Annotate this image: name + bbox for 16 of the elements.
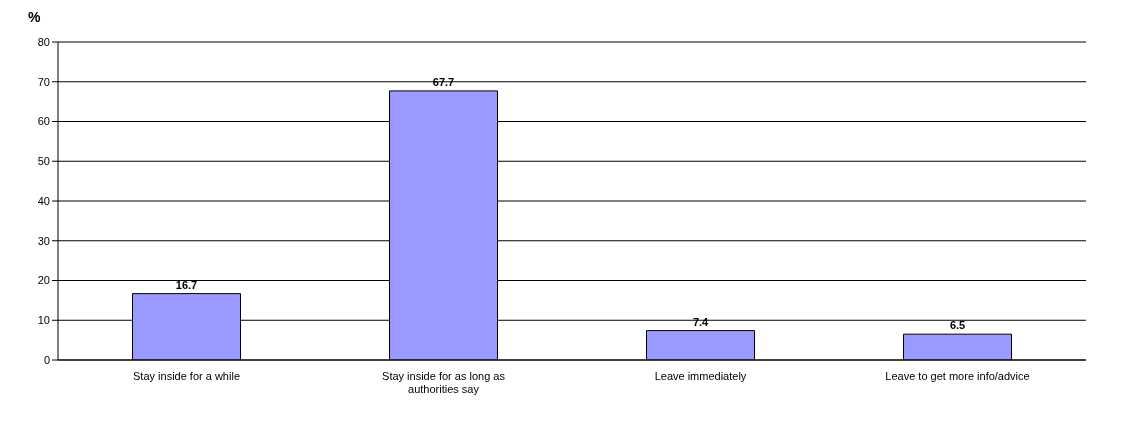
x-tick-label: Leave immediately bbox=[654, 370, 747, 382]
data-label: 16.7 bbox=[175, 278, 198, 291]
y-tick-label: 40 bbox=[37, 194, 50, 207]
y-tick-label: 30 bbox=[37, 234, 50, 247]
y-tick-label: 70 bbox=[37, 75, 50, 88]
x-tick-label: Stay inside for as long as authorities say bbox=[382, 370, 506, 395]
y-tick-label: 50 bbox=[37, 155, 50, 168]
y-tick-label: 10 bbox=[37, 314, 50, 327]
y-tick-label: 80 bbox=[37, 35, 50, 48]
x-tick-label: Stay inside for a while bbox=[133, 370, 240, 382]
y-tick-label: 60 bbox=[37, 115, 50, 128]
y-axis-title: % bbox=[28, 9, 41, 25]
data-label: 6.5 bbox=[949, 319, 966, 332]
y-tick-label: 0 bbox=[43, 353, 50, 366]
x-tick-label: Leave to get more info/advice bbox=[885, 370, 1030, 382]
y-tick-label: 20 bbox=[37, 274, 50, 287]
